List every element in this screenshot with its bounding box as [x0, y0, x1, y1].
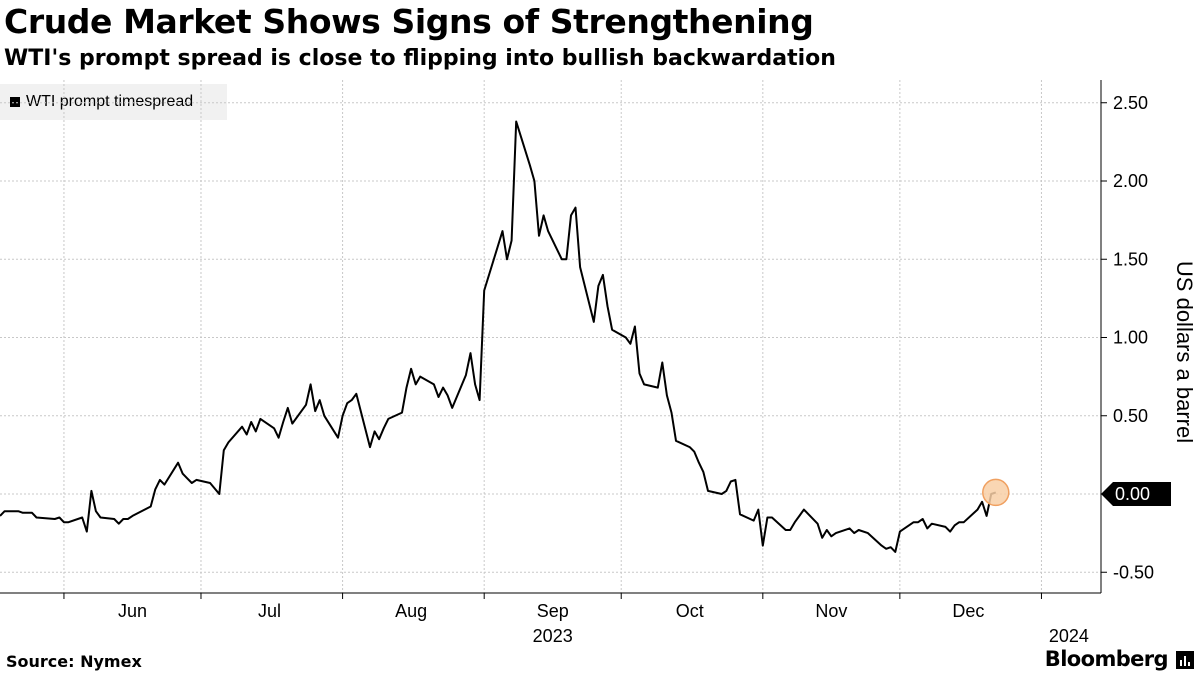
y-tick-label: 0.00	[1115, 484, 1150, 504]
y-tick-label: 1.50	[1113, 249, 1148, 269]
x-tick-label: Dec	[952, 601, 984, 621]
y-tick-label: -0.50	[1113, 562, 1154, 582]
bloomberg-terminal-icon	[1176, 651, 1194, 669]
chart-title: Crude Market Shows Signs of Strengthenin…	[4, 2, 814, 41]
x-tick-label: Oct	[676, 601, 704, 621]
source-note: Source: Nymex	[6, 652, 142, 671]
legend-swatch	[10, 97, 20, 107]
x-tick-label: Sep	[537, 601, 569, 621]
y-tick-label: 1.00	[1113, 328, 1148, 348]
x-tick-label: Aug	[395, 601, 427, 621]
x-tick-label: Jun	[118, 601, 147, 621]
chart-subtitle: WTI's prompt spread is close to flipping…	[4, 46, 836, 71]
series-line-wti-prompt-timespread	[0, 120, 997, 553]
y-tick-label: 2.50	[1113, 93, 1148, 113]
last-point-marker	[982, 478, 1010, 507]
y-tick-label: 0.50	[1113, 406, 1148, 426]
bloomberg-logo: Bloomberg	[1044, 647, 1169, 671]
y-tick-label: 2.00	[1113, 171, 1148, 191]
x-tick-label: Jul	[258, 601, 281, 621]
legend: WTI prompt timespread	[0, 84, 227, 120]
y-axis-title: US dollars a barrel	[1172, 261, 1197, 443]
x-year-label: 2023	[533, 626, 573, 646]
x-year-label: 2024	[1049, 626, 1089, 646]
x-tick-label: Nov	[815, 601, 847, 621]
current-value-label-bg	[1101, 482, 1171, 506]
legend-label: WTI prompt timespread	[26, 93, 194, 110]
